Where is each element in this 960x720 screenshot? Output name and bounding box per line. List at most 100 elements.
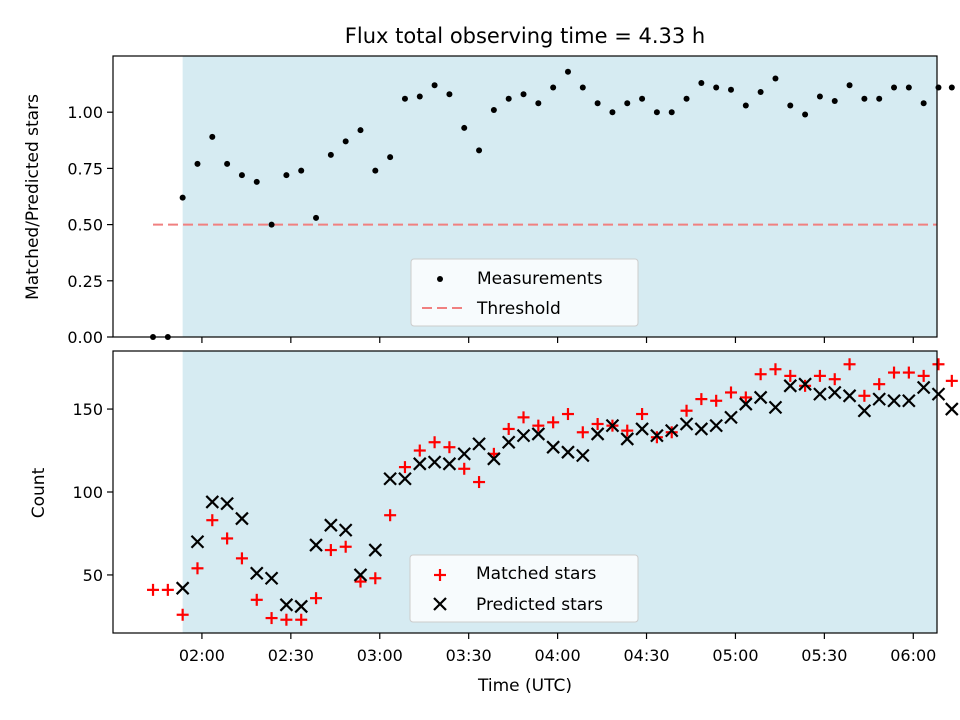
predicted-star-point [190,534,205,549]
predicted-star-point [768,400,783,415]
x-axis: 02:00 02:30 03:00 03:30 04:00 04:30 05:00 05:30… [179,633,936,665]
matched-star-point [206,514,219,527]
measurement-point [831,97,838,104]
chart-title: Flux total observing time = 4.33 h [345,24,705,48]
matched-star-point [295,613,308,626]
measurement-point [698,79,705,86]
top-panel-frame [112,55,938,338]
y-tick-label: 50 [83,566,103,585]
predicted-star-point [753,390,768,405]
matched-star-point [799,379,812,392]
predicted-star-point [813,387,827,401]
measurement-point [431,82,438,89]
bottom-y-axis: 50 100 150 [72,400,113,585]
measurement-point [787,102,794,109]
matched-star-point [250,593,263,606]
matched-star-point [221,532,234,545]
predicted-star-point [650,428,664,443]
predicted-stars-points [175,377,959,614]
predicted-star-point [679,417,694,431]
measurement-point [446,91,453,98]
x-tick-label: 06:00 [890,646,936,665]
predicted-star-point [620,432,635,446]
predicted-star-point [175,581,190,595]
measurement-point [520,91,527,98]
top-y-axis: 0.00 0.25 0.50 0.75 1.00 [67,103,113,347]
predicted-star-point [857,403,872,418]
predicted-star-point [576,448,590,463]
measurement-point [238,172,245,179]
matched-star-point [769,363,782,376]
measurement-point [920,100,927,107]
matched-star-point [176,608,189,621]
y-tick-label: 0.00 [67,328,103,347]
matched-star-point [621,424,634,437]
predicted-star-point [916,380,931,395]
matched-star-point [369,572,382,585]
measurement-point [594,100,601,107]
measurement-point [313,214,320,221]
matched-star-point [384,509,397,522]
top-panel: 0.00 0.25 0.50 0.75 1.00 Matched/Predicted s… [23,55,955,347]
x-axis-label: Time (UTC) [477,676,572,696]
measurement-point [342,138,349,145]
matched-star-point [665,426,678,439]
matched-star-point [324,544,337,557]
predicted-star-point [561,445,575,459]
measurement-point [861,95,868,102]
predicted-star-point [945,402,959,416]
measurement-point [668,109,675,116]
measurement-point [772,75,779,82]
legend-measurements-marker [437,276,443,282]
matched-star-point [843,358,856,371]
matched-star-point [873,378,886,391]
measurement-point [728,86,734,93]
measurement-point [179,194,186,201]
matched-star-point [858,389,871,402]
predicted-star-point [294,599,308,614]
predicted-star-point [827,385,842,400]
top-y-axis-label: Matched/Predicted stars [23,94,43,300]
predicted-star-point [501,435,516,450]
measurement-point [816,93,823,100]
top-legend-box [410,258,639,327]
measurement-point [905,84,912,91]
measurement-point [209,133,216,140]
predicted-star-point [546,440,560,454]
measurement-point [579,84,586,91]
matched-star-point [739,391,752,404]
x-tick-label: 02:00 [179,646,225,665]
predicted-star-point [472,437,486,451]
measurement-point [461,124,468,131]
matched-star-point [428,436,441,449]
predicted-star-point [368,543,383,557]
matched-star-point [784,369,797,382]
legend-predicted-marker [433,597,447,611]
predicted-star-point [531,427,546,441]
matched-star-point [828,373,841,386]
matched-star-point [650,431,663,444]
predicted-star-point [279,598,294,612]
measurement-points [150,68,955,340]
matched-star-point [917,369,930,382]
matched-stars-points [147,358,958,626]
matched-star-point [710,394,723,407]
measurement-point [609,109,616,116]
predicted-star-point [798,377,812,391]
y-tick-label: 0.75 [67,159,103,178]
matched-star-point [161,583,174,596]
predicted-star-point [739,397,753,411]
matched-star-point [547,416,560,429]
predicted-star-point [664,423,679,438]
predicted-star-point [694,422,709,436]
measurement-point [653,109,660,116]
predicted-star-point [264,571,279,586]
predicted-star-point [309,538,323,552]
matched-star-point [695,393,708,406]
y-tick-label: 150 [72,400,103,419]
measurement-point [683,95,690,102]
legend-matched-label: Matched stars [476,564,596,584]
measurement-point [624,100,631,107]
matched-star-point [680,404,693,417]
y-tick-label: 0.50 [67,216,103,235]
